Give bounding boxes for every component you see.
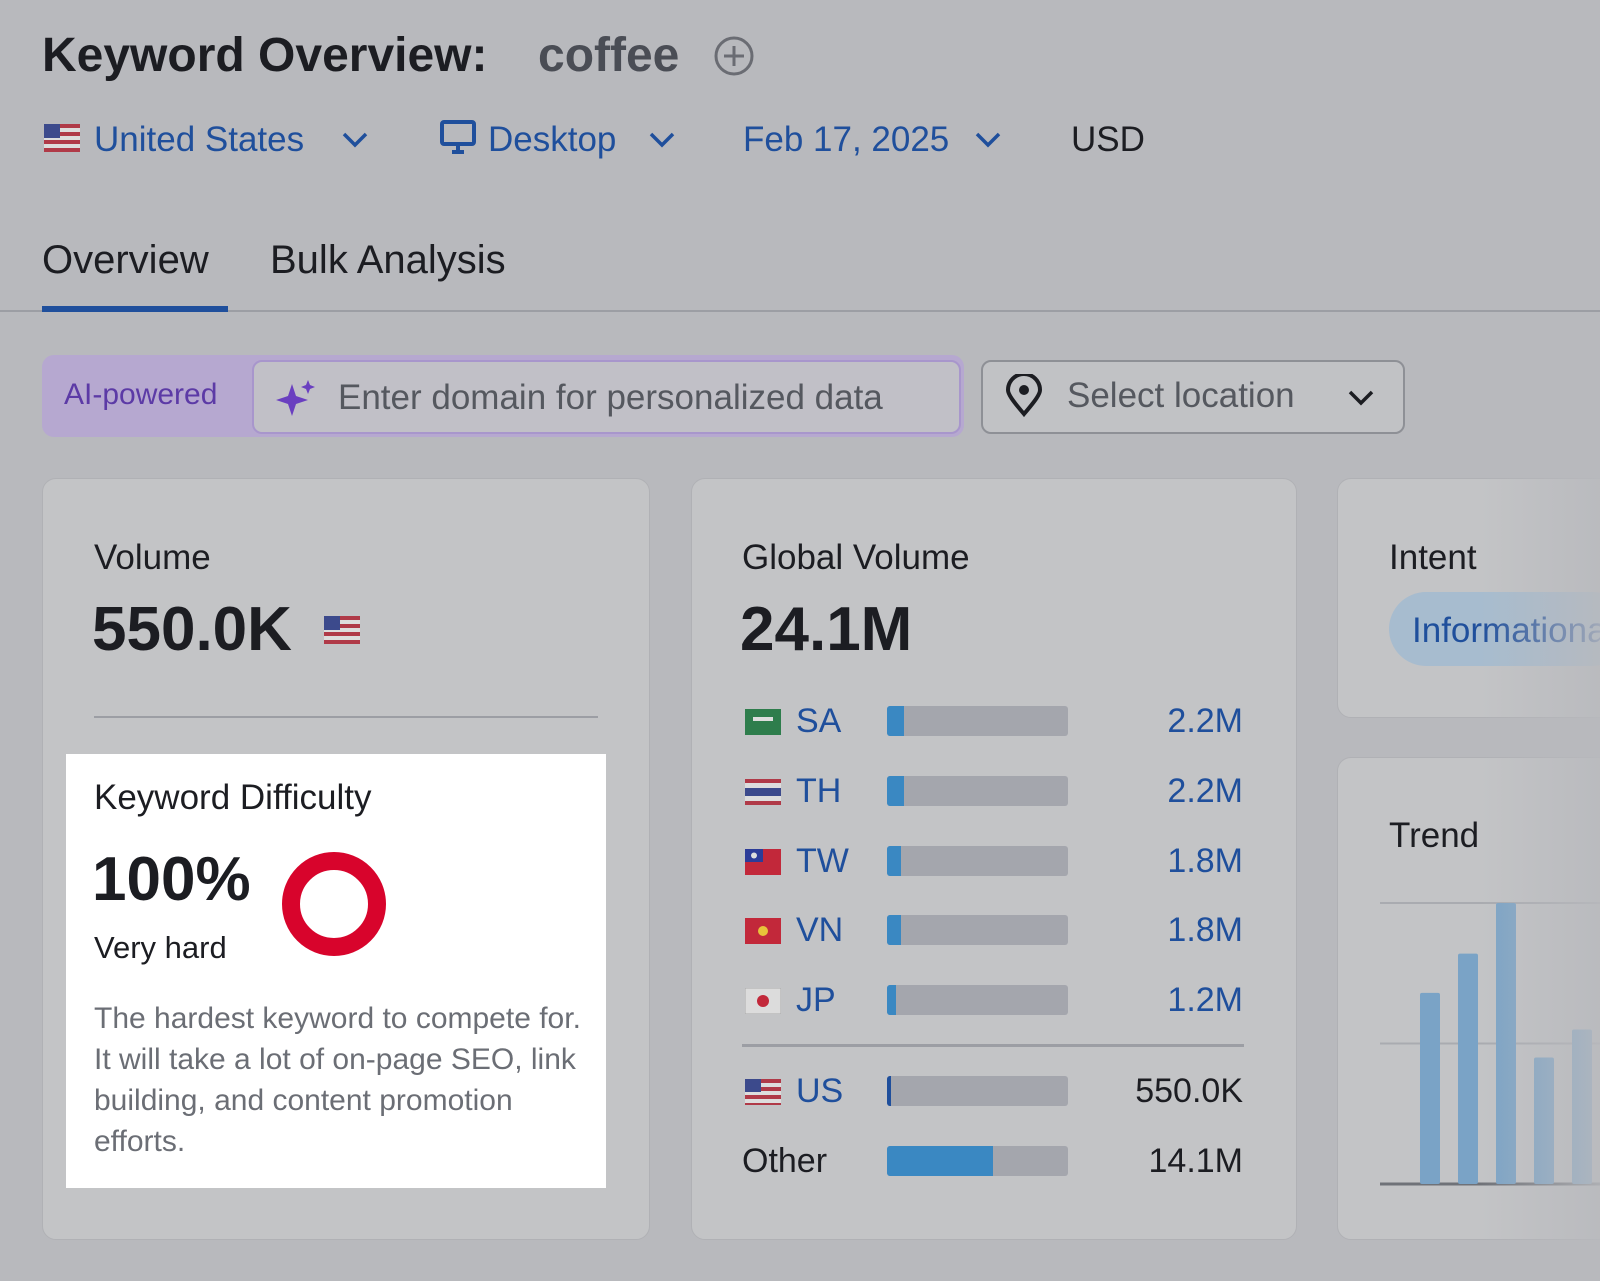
intent-title: Intent [1389, 538, 1477, 577]
location-select[interactable] [981, 360, 1405, 434]
flag-vn [745, 918, 781, 944]
desktop-icon [440, 120, 476, 154]
fade [1480, 470, 1600, 1260]
tab-overview[interactable]: Overview [42, 238, 209, 282]
country-code: TH [796, 772, 842, 810]
country-volume: 1.8M [1167, 842, 1243, 880]
trend-title: Trend [1389, 816, 1480, 855]
country-volume: 2.2M [1167, 772, 1243, 810]
tab-bulk[interactable]: Bulk Analysis [270, 238, 506, 282]
ai-badge: AI-powered [64, 378, 218, 411]
bar [887, 706, 904, 736]
bar [887, 1076, 892, 1106]
kd-box [66, 754, 606, 1188]
tab-underline [42, 306, 228, 312]
divider [742, 1044, 1244, 1047]
domain-placeholder: Enter domain for personalized data [338, 378, 883, 417]
flag-tw [745, 849, 781, 875]
country-code: VN [796, 911, 844, 949]
kd-value: 100% [92, 845, 251, 914]
kd-ring [282, 852, 386, 956]
volume-title: Volume [94, 538, 211, 577]
kd-description: The hardest keyword to compete for. It w… [94, 1002, 581, 1158]
sparkle-icon [276, 380, 315, 416]
date-select[interactable]: Feb 17, 2025 [743, 120, 950, 159]
tab-divider [0, 310, 1600, 312]
chevron [975, 132, 1001, 148]
domain-input[interactable] [252, 360, 961, 434]
trend-bar [1420, 992, 1440, 1184]
country-code: JP [796, 981, 836, 1019]
country-volume: 550.0K [1135, 1072, 1243, 1110]
bar-track [887, 915, 1068, 945]
device-select[interactable]: Desktop [488, 120, 617, 159]
kd-level: Very hard [94, 930, 227, 965]
country-code: TW [796, 842, 849, 880]
page-title: Keyword Overview: [42, 29, 488, 82]
flag-us [324, 616, 360, 644]
location-placeholder: Select location [1067, 376, 1295, 415]
global-value: 24.1M [740, 595, 913, 664]
flag-th [745, 779, 781, 805]
divider [94, 716, 598, 718]
bar [887, 915, 901, 945]
country-code: US [796, 1072, 844, 1110]
country-code: Other [742, 1142, 828, 1180]
bar-track [887, 706, 1068, 736]
bar-track [887, 1146, 1068, 1176]
bar-track [887, 776, 1068, 806]
flag-us [745, 1079, 781, 1105]
global-title: Global Volume [742, 538, 970, 577]
trend-bar [1458, 953, 1478, 1184]
kd-arc [282, 852, 386, 956]
chevron [1348, 390, 1374, 406]
add-icon[interactable] [712, 34, 756, 78]
country-code: SA [796, 702, 842, 740]
country-volume: 2.2M [1167, 702, 1243, 740]
bar [887, 846, 901, 876]
bar [887, 985, 896, 1015]
chevron [649, 132, 675, 148]
country-select[interactable]: United States [94, 120, 305, 159]
volume-value: 550.0K [92, 595, 292, 664]
bar-track [887, 1076, 1068, 1106]
country-volume: 1.2M [1167, 981, 1243, 1019]
pin-icon [1005, 374, 1043, 418]
kd-title: Keyword Difficulty [94, 778, 372, 817]
country-volume: 1.8M [1167, 911, 1243, 949]
bar-track [887, 846, 1068, 876]
bar-track [887, 985, 1068, 1015]
flag-sa [745, 709, 781, 735]
chevron [342, 132, 368, 148]
bar [887, 1146, 993, 1176]
flag-us [44, 124, 80, 152]
keyword: coffee [538, 29, 680, 82]
country-volume: 14.1M [1148, 1142, 1244, 1180]
bar [887, 776, 904, 806]
flag-jp [745, 988, 781, 1014]
currency: USD [1071, 120, 1145, 159]
